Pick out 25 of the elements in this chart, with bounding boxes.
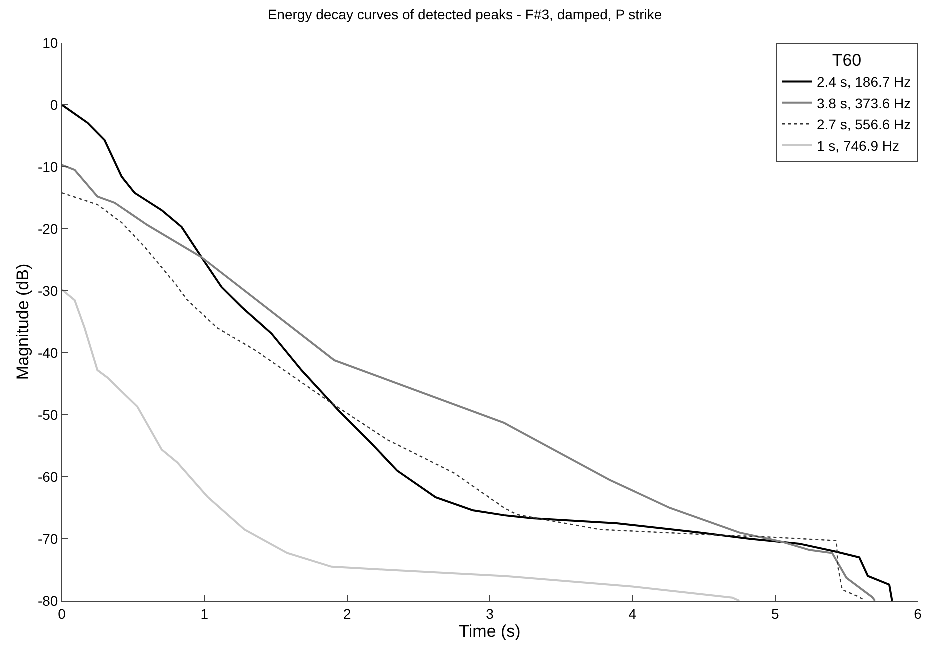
y-tick-label: -40 [38,344,58,361]
legend-label: 2.7 s, 556.6 Hz [817,116,912,133]
legend-title: T60 [832,51,862,70]
y-tick-label: -20 [38,220,58,237]
y-tick-label: -70 [38,530,58,547]
x-axis-title: Time (s) [459,622,521,642]
chart-title: Energy decay curves of detected peaks - F#3, damped, P strike [268,6,662,23]
legend-label: 1 s, 746.9 Hz [817,138,900,154]
x-tick-label: 2 [343,606,352,622]
x-tick-label: 5 [771,606,780,622]
y-tick-label: 10 [42,34,58,51]
y-tick-label: -10 [38,158,58,175]
y-axis-title: Magnitude (dB) [14,264,33,380]
legend-label: 2.4 s, 186.7 Hz [817,74,912,90]
y-tick-label: -50 [38,406,58,423]
line-series [62,288,741,601]
y-tick-label: -60 [38,468,58,485]
x-tick-label: 1 [200,606,209,622]
x-tick-label: 3 [486,606,494,622]
y-tick-label: 0 [50,96,58,113]
y-tick-label: -80 [38,592,58,609]
legend-label: 3.8 s, 373.6 Hz [817,95,912,112]
x-tick-label: 4 [628,606,637,622]
y-tick-label: -30 [38,282,58,299]
x-tick-label: 6 [914,606,922,622]
